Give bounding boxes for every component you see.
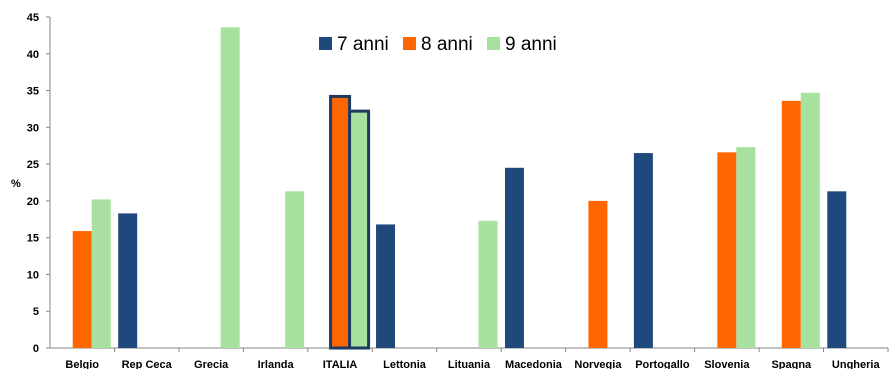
category-label: Belgio: [65, 359, 99, 369]
y-axis-label: %: [11, 178, 21, 190]
category-label: Rep Ceca: [122, 359, 173, 369]
bar-slovenia-8-anni: [717, 152, 737, 348]
y-tick-label: 20: [27, 196, 39, 208]
axes: [46, 16, 889, 352]
bar-lituania-9-anni: [478, 220, 498, 348]
y-tick-label: 35: [27, 86, 39, 98]
legend: 7 anni 8 anni 9 anni: [319, 34, 557, 55]
bar-italia-8-anni: [329, 94, 352, 350]
category-label: Lettonia: [383, 359, 427, 369]
legend-label: 7 anni: [337, 34, 389, 55]
category-label: Irlanda: [258, 359, 295, 369]
y-tick-label: 10: [27, 269, 39, 281]
bar-irlanda-9-anni: [285, 191, 305, 348]
category-label: ITALIA: [323, 359, 358, 369]
category-label: Norvegia: [574, 359, 622, 369]
category-label: Lituania: [448, 359, 491, 369]
legend-swatch: [487, 37, 500, 50]
legend-swatch: [403, 37, 416, 50]
bar-lettonia-7-anni: [376, 224, 396, 348]
category-label: Grecia: [194, 359, 229, 369]
bar-ungheria-7-anni: [827, 191, 847, 348]
bar-spagna-8-anni: [781, 100, 801, 348]
category-label: Macedonia: [505, 359, 563, 369]
category-label: Portogallo: [635, 359, 690, 369]
bar-belgio-8-anni: [72, 231, 92, 348]
bar-belgio-9-anni: [91, 199, 111, 348]
y-tick-label: 40: [27, 49, 39, 61]
category-label: Ungheria: [832, 359, 881, 369]
bar-macedonia-7-anni: [504, 167, 524, 348]
y-tick-label: 0: [33, 343, 39, 355]
category-label: Spagna: [771, 359, 812, 369]
bar-grecia-9-anni: [220, 27, 240, 348]
bar-spagna-9-anni: [800, 92, 820, 348]
bar-slovenia-9-anni: [736, 147, 756, 348]
legend-label: 8 anni: [421, 34, 473, 55]
bars: [72, 27, 847, 350]
legend-label: 9 anni: [505, 34, 557, 55]
category-label: Slovenia: [704, 359, 750, 369]
y-tick-label: 5: [33, 306, 39, 318]
bar-portogallo-7-anni: [633, 153, 653, 348]
y-tick-label: 30: [27, 122, 39, 134]
y-tick-label: 25: [27, 159, 39, 171]
category-labels: Belgio Rep Ceca Grecia Irlanda ITALIA Lettoni…: [65, 359, 880, 369]
bar-italia-9-anni: [348, 109, 371, 350]
y-tick-label: 15: [27, 233, 39, 245]
legend-swatch: [319, 37, 332, 50]
bar-norvegia-8-anni: [588, 200, 608, 348]
bar-rep-ceca-7-anni: [118, 213, 138, 348]
y-tick-label: 45: [27, 12, 39, 24]
y-tick-labels: 0 5 10 15 20 25 30 35 40 45: [27, 12, 39, 355]
